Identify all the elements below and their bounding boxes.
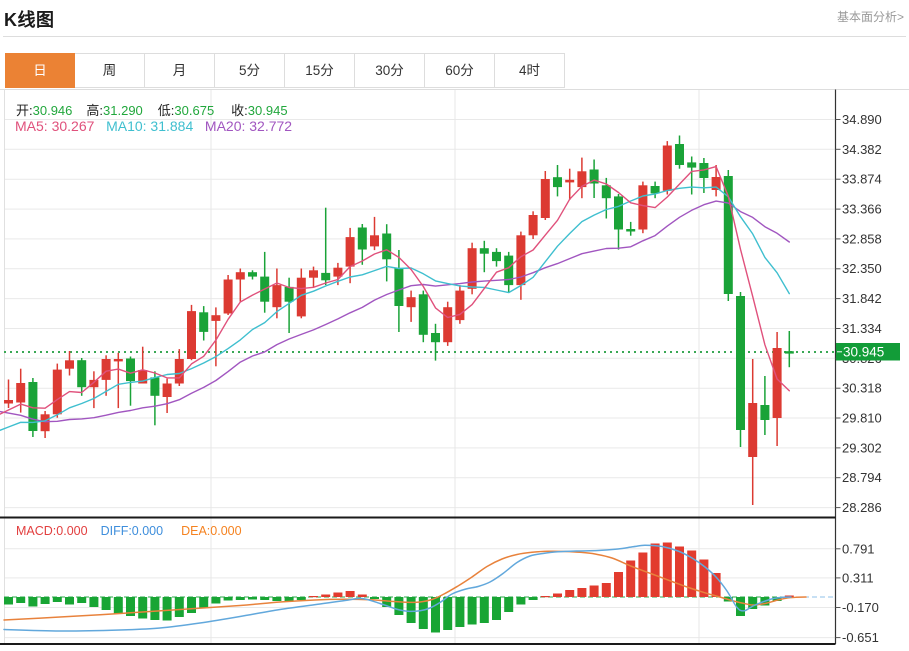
svg-text:-0.651: -0.651: [842, 630, 879, 645]
svg-text:30.318: 30.318: [842, 381, 882, 396]
svg-text:29.302: 29.302: [842, 440, 882, 455]
svg-text:28.286: 28.286: [842, 500, 882, 515]
svg-text:0.311: 0.311: [842, 570, 874, 585]
svg-text:33.874: 33.874: [842, 172, 882, 187]
svg-text:-0.170: -0.170: [842, 600, 879, 615]
svg-text:32.858: 32.858: [842, 231, 882, 246]
svg-text:34.382: 34.382: [842, 142, 882, 157]
svg-text:33.366: 33.366: [842, 202, 882, 217]
svg-text:32.350: 32.350: [842, 261, 882, 276]
svg-text:0.791: 0.791: [842, 541, 875, 556]
svg-text:31.842: 31.842: [842, 291, 882, 306]
svg-text:30.945: 30.945: [843, 345, 884, 360]
svg-text:34.890: 34.890: [842, 112, 882, 127]
svg-text:29.810: 29.810: [842, 411, 882, 426]
svg-text:31.334: 31.334: [842, 321, 882, 336]
svg-text:28.794: 28.794: [842, 470, 882, 485]
